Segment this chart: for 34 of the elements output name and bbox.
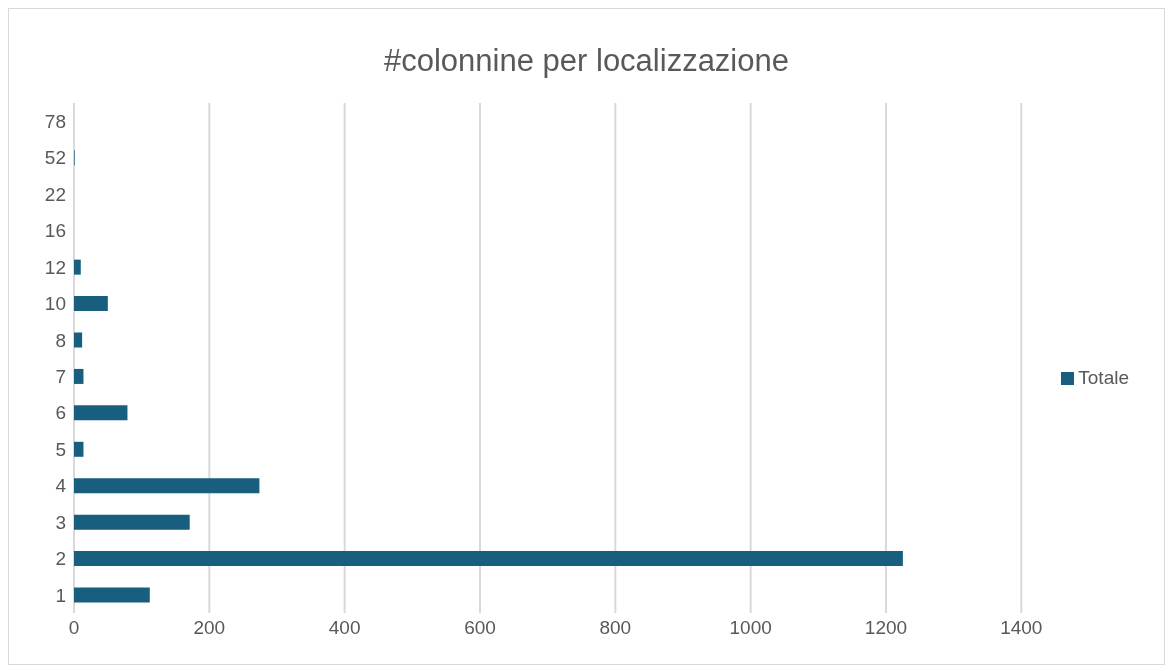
y-tick-label: 5 (55, 438, 66, 460)
y-tick-label: 2 (55, 548, 66, 570)
bar (74, 368, 84, 384)
y-tick-label: 12 (44, 256, 66, 278)
x-tick-label: 800 (599, 617, 632, 639)
bar (74, 259, 81, 275)
y-tick-label: 6 (55, 402, 66, 424)
bar (74, 441, 84, 457)
chart-title: #colonnine per localizzazione (383, 42, 790, 80)
y-tick-label: 8 (55, 329, 66, 351)
bar (74, 587, 150, 603)
y-tick-label: 4 (55, 475, 67, 497)
bar (74, 551, 903, 567)
legend-label: Totale (1078, 367, 1129, 388)
bar (74, 296, 108, 312)
x-tick-label: 600 (464, 617, 496, 639)
y-tick-label: 22 (44, 183, 66, 205)
x-tick-label: 200 (193, 617, 226, 639)
bar (74, 405, 128, 421)
bar (74, 332, 83, 348)
x-tick-label: 1400 (1000, 617, 1043, 639)
bar (74, 514, 190, 530)
bar (74, 478, 260, 494)
x-tick-label: 1200 (864, 617, 908, 639)
y-tick-label: 52 (44, 147, 66, 169)
y-tick-label: 7 (55, 365, 66, 387)
y-tick-label: 1 (55, 584, 66, 606)
y-tick-label: 78 (44, 110, 66, 132)
x-tick-label: 400 (328, 617, 361, 639)
y-tick-label: 3 (55, 511, 66, 533)
x-tick-label: 1000 (729, 617, 772, 639)
y-tick-label: 16 (44, 220, 66, 242)
x-tick-label: 0 (68, 617, 80, 639)
y-tick-label: 10 (44, 293, 66, 315)
